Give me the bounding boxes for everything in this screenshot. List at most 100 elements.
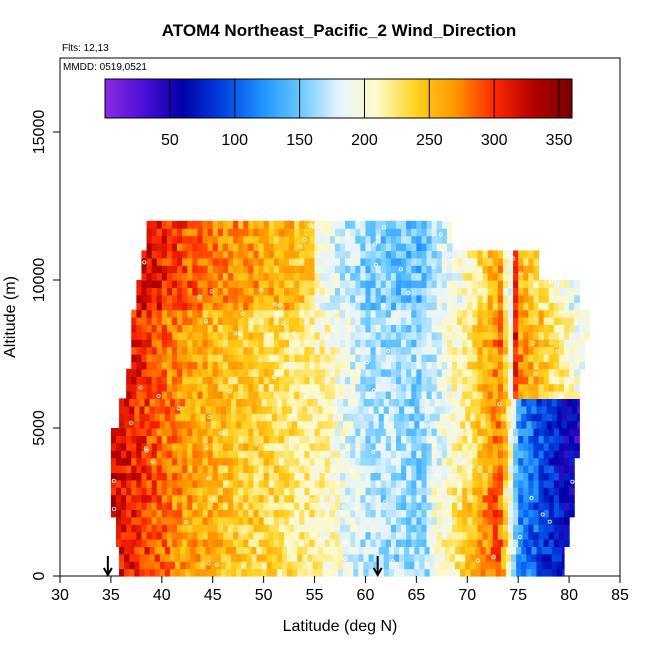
heatmap-cell — [319, 391, 326, 399]
heatmap-cell — [406, 516, 412, 525]
heatmap-cell — [421, 228, 428, 237]
heatmap-cell — [579, 339, 585, 348]
arrow-markers — [102, 556, 383, 578]
heatmap-cell — [579, 324, 585, 333]
heatmap-cell — [518, 428, 524, 436]
heatmap-cell — [497, 435, 504, 444]
heatmap-cell — [497, 368, 504, 377]
heatmap-cell — [197, 487, 204, 496]
heatmap-cell — [238, 376, 244, 385]
heatmap-cell — [467, 302, 473, 311]
heatmap-cell — [217, 361, 224, 370]
heatmap-cell — [202, 502, 209, 510]
heatmap-cell — [508, 294, 514, 303]
heatmap-cell — [355, 509, 361, 518]
heatmap-cell — [531, 553, 538, 562]
heatmap-cell — [314, 442, 321, 451]
heatmap-cell — [322, 405, 329, 414]
heatmap-cell — [508, 280, 514, 288]
heatmap-cell — [278, 531, 285, 540]
heatmap-cell — [289, 494, 295, 503]
heatmap-cell — [421, 235, 428, 244]
heatmap-cell — [294, 494, 300, 503]
heatmap-cell — [446, 502, 453, 510]
heatmap-cell — [380, 465, 387, 473]
heatmap-cell — [482, 339, 489, 348]
heatmap-cell — [477, 450, 484, 459]
heatmap-cell — [569, 450, 575, 459]
heatmap-cell — [518, 287, 524, 296]
x-tick-label: 35 — [102, 587, 120, 604]
heatmap-cell — [222, 346, 229, 355]
heatmap-cell — [156, 228, 163, 237]
heatmap-cell — [197, 442, 204, 451]
heatmap-cell — [353, 405, 359, 414]
heatmap-cell — [248, 383, 255, 392]
heatmap-cell — [304, 509, 311, 518]
heatmap-cell — [511, 546, 517, 555]
heatmap-cell — [441, 435, 448, 444]
heatmap-cell — [370, 250, 377, 259]
heatmap-cell — [309, 361, 316, 370]
heatmap-cell — [329, 354, 336, 362]
heatmap-cell — [441, 509, 448, 518]
heatmap-cell — [166, 309, 173, 318]
heatmap-cell — [355, 302, 361, 311]
heatmap-cell — [401, 472, 407, 481]
heatmap-cell — [396, 457, 402, 466]
heatmap-cell — [556, 568, 563, 577]
heatmap-cell — [309, 302, 316, 311]
heatmap-cell — [304, 428, 311, 436]
heatmap-cell — [278, 502, 285, 510]
heatmap-cell — [187, 376, 193, 385]
heatmap-cell — [426, 317, 433, 325]
heatmap-cell — [513, 442, 519, 451]
heatmap-cell — [192, 435, 199, 444]
heatmap-cell — [334, 250, 341, 259]
heatmap-cell — [180, 553, 186, 562]
heatmap-cell — [297, 420, 303, 429]
heatmap-cell — [487, 494, 494, 503]
heatmap-cell — [462, 376, 468, 385]
heatmap-cell — [192, 524, 199, 533]
heatmap-cell — [309, 472, 316, 481]
heatmap-cell — [278, 331, 285, 340]
heatmap-cell — [348, 553, 354, 562]
heatmap-cell — [536, 561, 543, 570]
heatmap-cell — [334, 265, 341, 274]
heatmap-cell — [492, 465, 499, 473]
heatmap-cell — [553, 324, 560, 333]
heatmap-cell — [236, 546, 242, 555]
heatmap-cell — [151, 294, 158, 303]
heatmap-cell — [287, 546, 293, 555]
heatmap-cell — [452, 391, 458, 399]
heatmap-cell — [156, 287, 163, 296]
heatmap-cell — [355, 442, 361, 451]
heatmap-cell — [289, 376, 295, 385]
heatmap-cell — [553, 531, 560, 540]
heatmap-cell — [141, 391, 148, 399]
heatmap-cell — [482, 368, 489, 377]
heatmap-cell — [508, 479, 514, 488]
heatmap-cell — [431, 354, 438, 362]
heatmap-cell — [119, 553, 125, 562]
heatmap-cell — [220, 398, 227, 407]
heatmap-cell — [449, 413, 456, 422]
heatmap-cell — [319, 280, 326, 288]
heatmap-cell — [421, 487, 428, 496]
heatmap-cell — [421, 457, 428, 466]
heatmap-cell — [401, 361, 407, 370]
heatmap-cell — [161, 235, 168, 244]
heatmap-cell — [396, 257, 402, 266]
heatmap-cell — [161, 391, 168, 399]
heatmap-cell — [187, 442, 193, 451]
heatmap-cell — [116, 465, 122, 473]
heatmap-cell — [131, 494, 137, 503]
heatmap-cell — [421, 287, 428, 296]
heatmap-cell — [406, 376, 412, 385]
heatmap-cell — [241, 546, 247, 555]
heatmap-cell — [169, 568, 176, 577]
heatmap-cell — [360, 302, 367, 311]
observation-point — [505, 254, 510, 259]
